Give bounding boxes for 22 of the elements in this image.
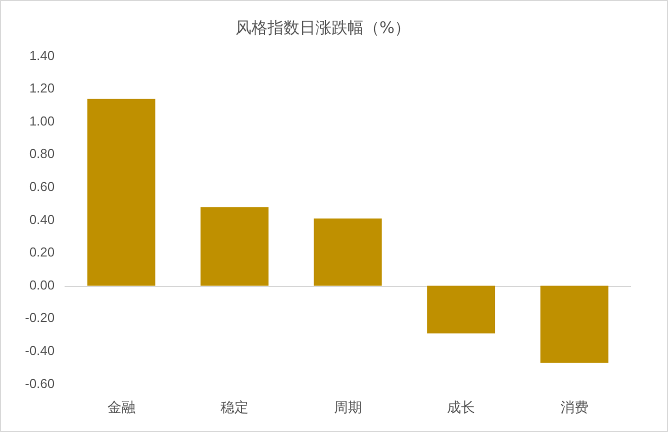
x-tick-label: 稳定 (220, 400, 249, 416)
x-tick-label: 成长 (447, 400, 476, 416)
bar (314, 218, 382, 286)
bar (200, 207, 269, 286)
x-tick-label: 消费 (560, 400, 588, 416)
x-tick-label: 金融 (107, 400, 136, 416)
y-tick-label: 1.20 (29, 80, 55, 96)
y-tick-label: 1.40 (29, 48, 55, 63)
y-tick-label: -0.20 (24, 310, 55, 326)
y-tick-label: 1.00 (29, 113, 55, 128)
bar (87, 98, 156, 286)
bar (427, 286, 496, 334)
y-tick-label: 0.80 (29, 146, 55, 162)
bar (540, 286, 608, 363)
y-tick-label: -0.40 (24, 342, 55, 358)
y-tick-label: 0.60 (29, 178, 55, 194)
x-tick-label: 周期 (334, 400, 362, 416)
y-tick-label: 0.20 (29, 244, 55, 260)
chart-title: 风格指数日涨跌幅（%） (235, 18, 411, 37)
y-tick-label: 0.40 (29, 212, 55, 227)
y-tick-label: 0.00 (29, 277, 55, 292)
y-tick-label: -0.60 (24, 376, 55, 391)
